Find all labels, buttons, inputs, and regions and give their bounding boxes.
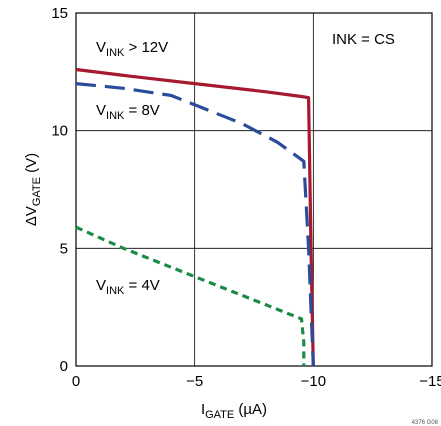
y-tick-label: 0 (60, 358, 68, 375)
tick-labels: 0 −5 −10 −15 0 5 10 15 (51, 5, 441, 390)
plot-frame (75, 12, 433, 367)
y-axis-title: ΔVGATE (V) (23, 153, 43, 226)
series-label-3: VINK = 4V (96, 277, 160, 297)
series-line-3 (75, 225, 306, 366)
series-line-1 (75, 67, 315, 367)
figure-id: 4376 G08 (412, 420, 439, 426)
x-tick-label: −5 (186, 373, 203, 390)
series-layer (75, 67, 315, 367)
series-line-2 (75, 82, 315, 367)
y-tick-label: 15 (51, 5, 68, 22)
x-axis-title: IGATE (µA) (201, 401, 267, 421)
y-tick-label: 10 (51, 123, 68, 140)
y-tick-label: 5 (60, 240, 68, 257)
grid (76, 13, 432, 366)
condition-annotation: INK = CS (332, 31, 395, 48)
series-labels: VINK > 12V VINK = 8V VINK = 4V (96, 39, 168, 297)
series-label-1: VINK > 12V (96, 39, 168, 59)
series-label-2: VINK = 8V (96, 102, 160, 122)
x-tick-label: 0 (72, 373, 80, 390)
x-tick-label: −10 (301, 373, 326, 390)
x-tick-label: −15 (419, 373, 441, 390)
